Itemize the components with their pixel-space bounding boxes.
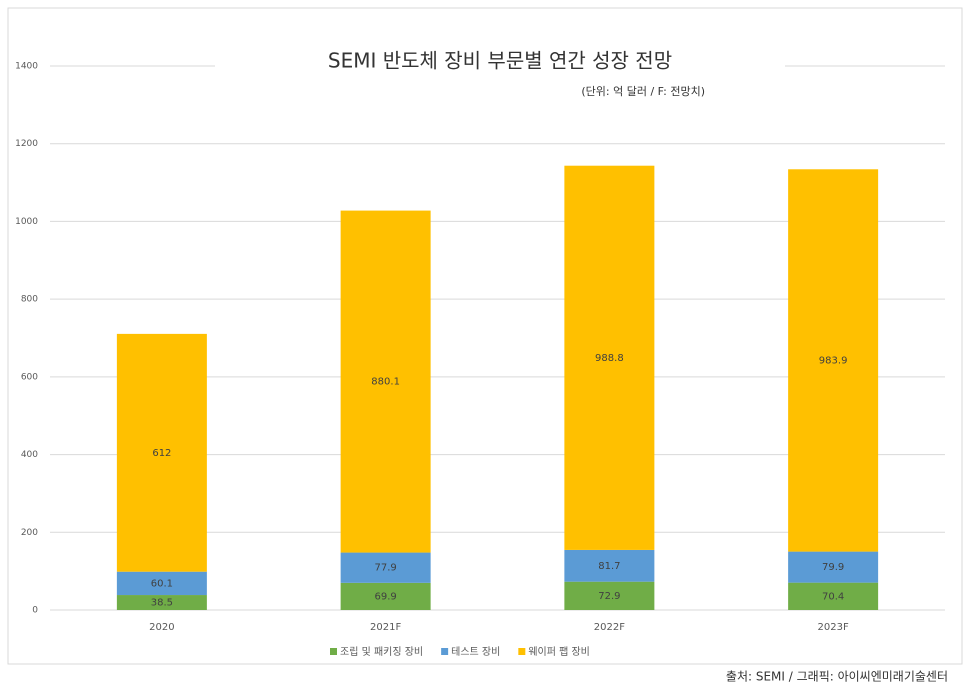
value-label: 81.7 [598,561,620,572]
x-tick-label: 2020 [149,622,174,633]
value-label: 72.9 [598,591,620,602]
bar-segment [564,549,655,582]
value-label: 79.9 [822,562,844,573]
legend-swatch [441,648,449,655]
bar-segment [116,333,207,572]
bar-segment [116,595,207,610]
y-tick-label: 600 [21,372,38,382]
value-label: 38.5 [151,598,173,609]
value-label: 77.9 [374,563,396,574]
legend-label: 웨이퍼 팹 장비 [528,646,590,658]
value-label: 983.9 [819,355,848,366]
value-label: 612 [152,448,171,459]
legend-swatch [518,648,526,655]
bar-segment [116,571,207,596]
legend-swatch [330,648,337,655]
y-tick-label: 1000 [15,217,38,227]
bar-segment [564,165,655,550]
bar-segment [788,582,879,610]
value-label: 880.1 [371,377,400,388]
bar-segment [788,551,879,583]
bar-segment [340,552,431,583]
y-tick-label: 1200 [15,139,38,149]
y-tick-label: 1400 [15,62,38,72]
bar-segment [564,581,655,610]
y-tick-label: 200 [21,528,38,538]
value-label: 988.8 [595,353,624,364]
legend-label: 조립 및 패키징 장비 [340,645,423,658]
source: 출처: SEMI / 그래픽: 아이씨엔미래기술센터 [726,670,948,684]
y-tick-label: 0 [32,606,38,616]
x-tick-label: 2021F [370,622,401,633]
value-label: 70.4 [822,591,844,602]
x-tick-label: 2022F [594,622,625,633]
chart-title: SEMI 반도체 장비 부문별 연간 성장 전망 [328,49,672,73]
bar-segment [788,169,879,552]
legend-label: 테스트 장비 [451,646,500,658]
x-tick-label: 2023F [818,622,849,633]
value-label: 69.9 [374,591,396,602]
bar-segment [340,582,431,610]
chart-subtitle: (단위: 억 달러 / F: 전망치) [581,85,705,98]
y-tick-label: 400 [21,450,38,460]
bar-segment [340,210,431,553]
title-background [215,48,785,78]
y-tick-label: 800 [21,295,38,305]
value-label: 60.1 [151,578,173,589]
